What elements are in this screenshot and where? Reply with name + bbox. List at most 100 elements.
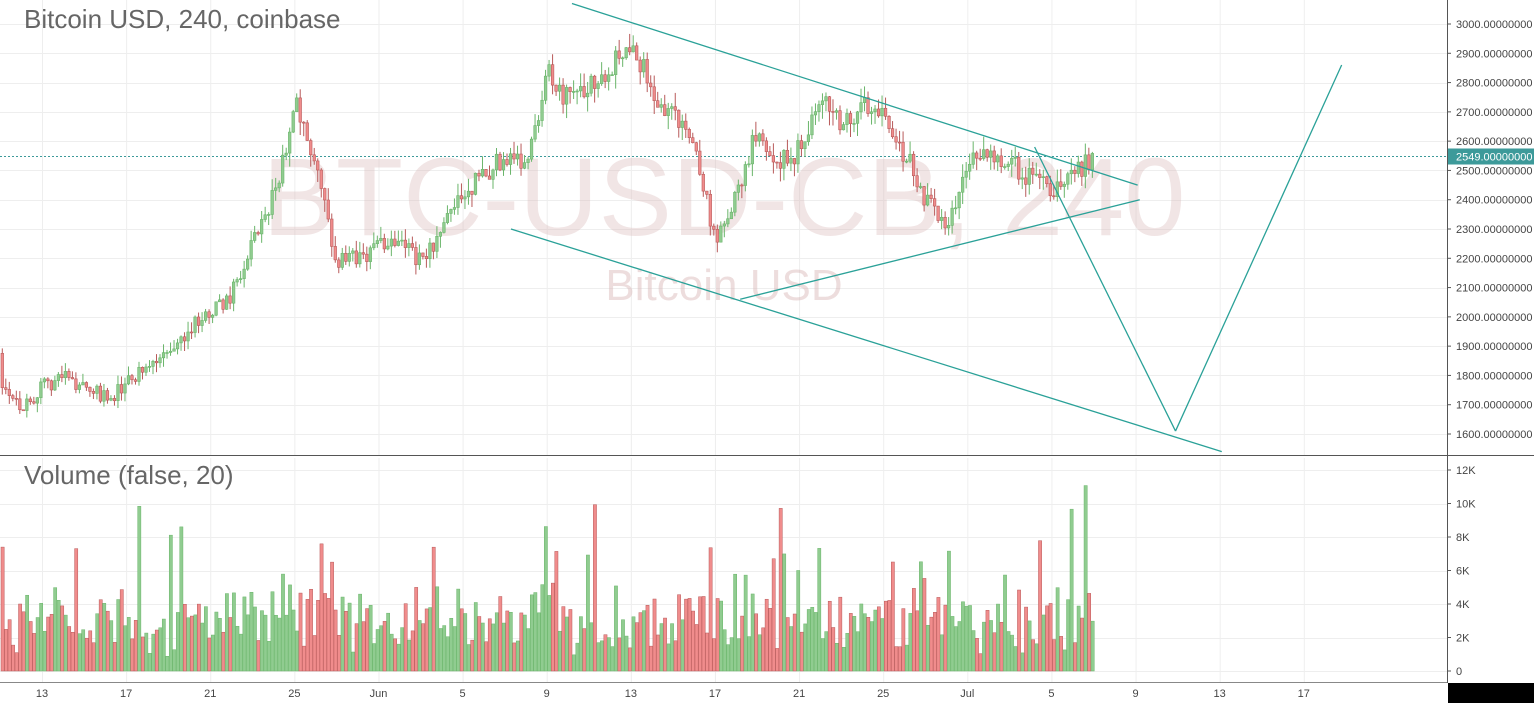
volume-bar	[442, 625, 447, 672]
time-axis-label: 13	[36, 688, 48, 700]
candle	[687, 127, 691, 144]
candle-body	[687, 129, 691, 138]
candle	[196, 312, 201, 334]
candle-body	[172, 348, 176, 352]
volume-bar	[232, 592, 236, 672]
volume-bar	[894, 646, 899, 672]
candle-body	[1059, 181, 1063, 187]
candle	[940, 209, 944, 230]
volume-bar	[200, 622, 205, 672]
volume-bar	[326, 598, 331, 672]
candle-body	[778, 162, 783, 169]
candle	[589, 73, 593, 97]
volume-bar	[105, 610, 110, 672]
volume-bar	[242, 596, 247, 672]
volume-bar	[18, 603, 22, 672]
volume-bar	[1080, 617, 1084, 672]
volume-bar	[789, 626, 794, 672]
candle-body	[414, 247, 418, 266]
volume-bar	[319, 543, 324, 672]
lower-channel-line[interactable]	[510, 228, 1222, 453]
candle	[747, 155, 751, 168]
candle	[736, 179, 740, 201]
volume-bar	[508, 612, 513, 672]
volume-bar	[820, 638, 825, 672]
volume-axis[interactable]: 12K 10K 8K 6K 4K 2K 0	[1447, 465, 1476, 678]
volume-bar	[803, 623, 808, 672]
volume-bar	[887, 600, 892, 672]
volume-bar	[116, 599, 121, 672]
candle	[820, 93, 825, 119]
volume-bar	[53, 587, 58, 672]
candle	[663, 94, 667, 117]
time-axis-label: 25	[288, 688, 300, 700]
candle-body	[337, 259, 341, 268]
candle	[193, 315, 197, 338]
candle	[239, 270, 243, 284]
volume-bar	[764, 598, 769, 672]
upper-descending-line[interactable]	[571, 2, 1138, 186]
volume-bar	[743, 574, 748, 672]
candle-body	[487, 175, 492, 180]
candle	[498, 151, 502, 172]
candle	[624, 47, 628, 60]
candle-body	[919, 186, 923, 188]
volume-bars	[0, 485, 1095, 672]
volume-pane-title: Volume (false, 20)	[24, 460, 234, 490]
candle	[680, 114, 684, 141]
volume-bar	[950, 616, 955, 672]
candle	[529, 136, 534, 162]
volume-bar	[211, 634, 215, 672]
candle-body	[645, 59, 649, 84]
projection-up-line[interactable]	[1174, 64, 1343, 432]
candle	[785, 139, 790, 167]
candle-body	[1069, 169, 1073, 175]
candle-body	[911, 153, 916, 177]
volume-bar	[813, 612, 818, 672]
candle-body	[0, 353, 4, 388]
candle-body	[659, 104, 663, 108]
candle	[95, 384, 99, 400]
volume-bar	[473, 602, 478, 672]
projection-down-line[interactable]	[1034, 146, 1177, 432]
time-axis[interactable]: 13 17 21 25 Jun 5 9 13 17 21 25 Jul 5 9 13 17	[36, 688, 1310, 700]
candle	[144, 363, 148, 376]
time-axis-label: 21	[793, 688, 805, 700]
candle	[628, 33, 632, 56]
volume-bar	[158, 627, 163, 672]
candle	[852, 118, 856, 133]
volume-bar	[14, 652, 19, 672]
candle-body	[203, 311, 208, 321]
candle-body	[964, 170, 968, 178]
candle	[512, 141, 516, 164]
volume-bar	[522, 614, 527, 672]
price-axis-label: 2500.00000000	[1456, 165, 1532, 177]
volume-bar	[957, 621, 962, 672]
trendlines[interactable]	[510, 2, 1343, 453]
candle-body	[817, 104, 821, 112]
candle	[575, 88, 579, 105]
candle	[1003, 163, 1007, 170]
volume-bar	[649, 645, 653, 672]
candle-body	[813, 111, 818, 116]
volume-bar	[347, 602, 352, 672]
volume-bar	[719, 600, 723, 672]
volume-bar	[154, 629, 159, 672]
candle-body	[189, 331, 194, 334]
price-axis[interactable]: 3000.00000000 2900.00000000 2800.00000000 2…	[1447, 19, 1532, 441]
lower-ascending-line[interactable]	[740, 199, 1140, 300]
volume-bar	[382, 621, 387, 672]
candle	[140, 366, 145, 380]
volume-bar	[936, 597, 941, 672]
candle	[771, 143, 775, 174]
volume-bar	[547, 595, 552, 672]
candle-body	[982, 149, 986, 159]
volume-bar	[582, 628, 587, 672]
volume-bar	[295, 630, 299, 672]
candle-body	[396, 240, 400, 246]
volume-bar	[197, 603, 201, 672]
candle	[203, 308, 208, 323]
volume-bar	[992, 632, 997, 672]
volume-bar	[880, 618, 885, 672]
